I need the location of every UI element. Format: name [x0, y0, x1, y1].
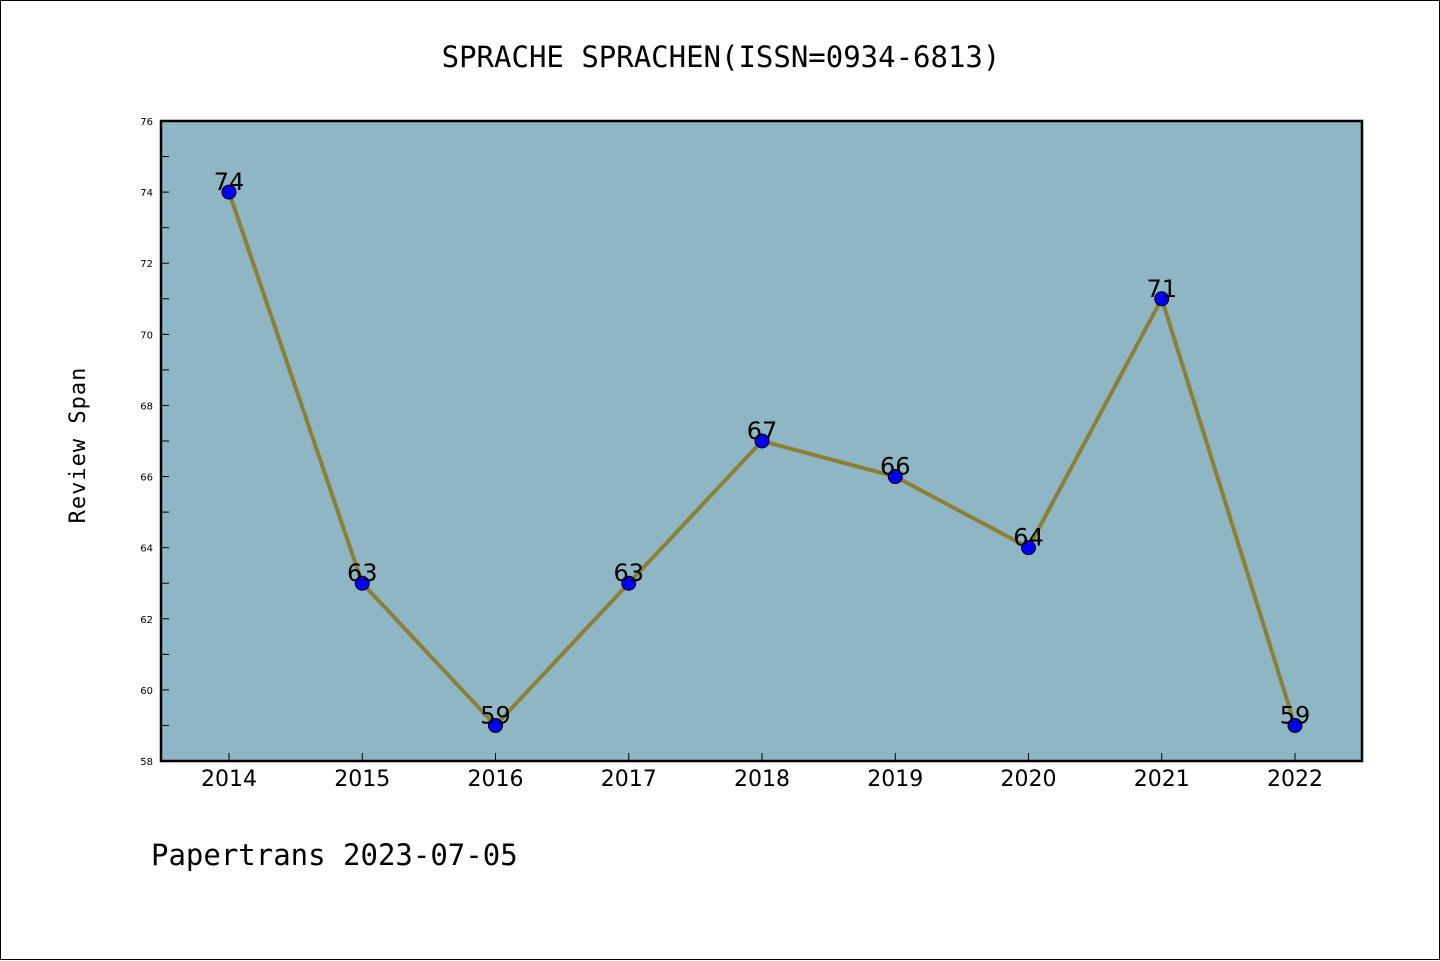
data-markers: [221, 184, 1303, 733]
x-tick-label: 2020: [1001, 767, 1057, 792]
x-tick-label: 2021: [1134, 767, 1190, 792]
chart-title: SPRACHE SPRACHEN(ISSN=0934-6813): [442, 40, 1001, 74]
data-point-2022: [1287, 717, 1303, 733]
footer-text: Papertrans 2023-07-05: [151, 838, 518, 872]
data-point-2019: [887, 469, 903, 485]
y-tick-label: 74: [140, 188, 153, 199]
y-tick-label: 62: [140, 615, 153, 626]
x-tick-label: 2018: [734, 767, 790, 792]
data-label-2022: 59: [1280, 701, 1311, 729]
y-tick-label: 58: [140, 757, 153, 768]
y-tick-label: 60: [140, 686, 153, 697]
y-axis-ticks: 58 60 62 64 66 68 70 72 74 76: [140, 117, 169, 768]
y-tick-label: 68: [140, 401, 153, 412]
x-tick-label: 2014: [201, 767, 257, 792]
y-tick-label: 76: [140, 117, 153, 128]
data-point-2021: [1154, 291, 1170, 307]
data-point-2014: [221, 184, 237, 200]
data-point-2015: [354, 575, 370, 591]
y-tick-label: 66: [140, 473, 153, 484]
x-tick-label: 2019: [867, 767, 923, 792]
x-axis-ticks: 2014 2015 2016 2017 2018 2019 2020 2021 2022: [201, 753, 1323, 792]
data-label-2020: 64: [1013, 524, 1044, 552]
data-label-2021: 71: [1146, 275, 1177, 303]
x-tick-label: 2022: [1267, 767, 1323, 792]
data-label-2019: 66: [880, 453, 911, 481]
data-label-2016: 59: [480, 701, 511, 729]
y-tick-label: 64: [140, 544, 153, 555]
data-point-2017: [621, 575, 637, 591]
y-tick-label: 72: [140, 259, 153, 270]
data-label-2015: 63: [347, 559, 378, 587]
data-point-2018: [754, 433, 770, 449]
data-label-2017: 63: [613, 559, 644, 587]
x-tick-label: 2016: [468, 767, 524, 792]
data-label-2014: 74: [214, 168, 245, 196]
data-point-2020: [1021, 540, 1036, 556]
y-axis-label: Review Span: [66, 367, 91, 524]
data-label-2018: 67: [747, 417, 778, 445]
y-tick-label: 70: [140, 330, 153, 341]
x-tick-label: 2017: [601, 767, 657, 792]
data-labels: 74 63 59 63 67 66 64 71 59: [214, 168, 1311, 729]
x-tick-label: 2015: [334, 767, 390, 792]
data-point-2016: [488, 717, 503, 733]
